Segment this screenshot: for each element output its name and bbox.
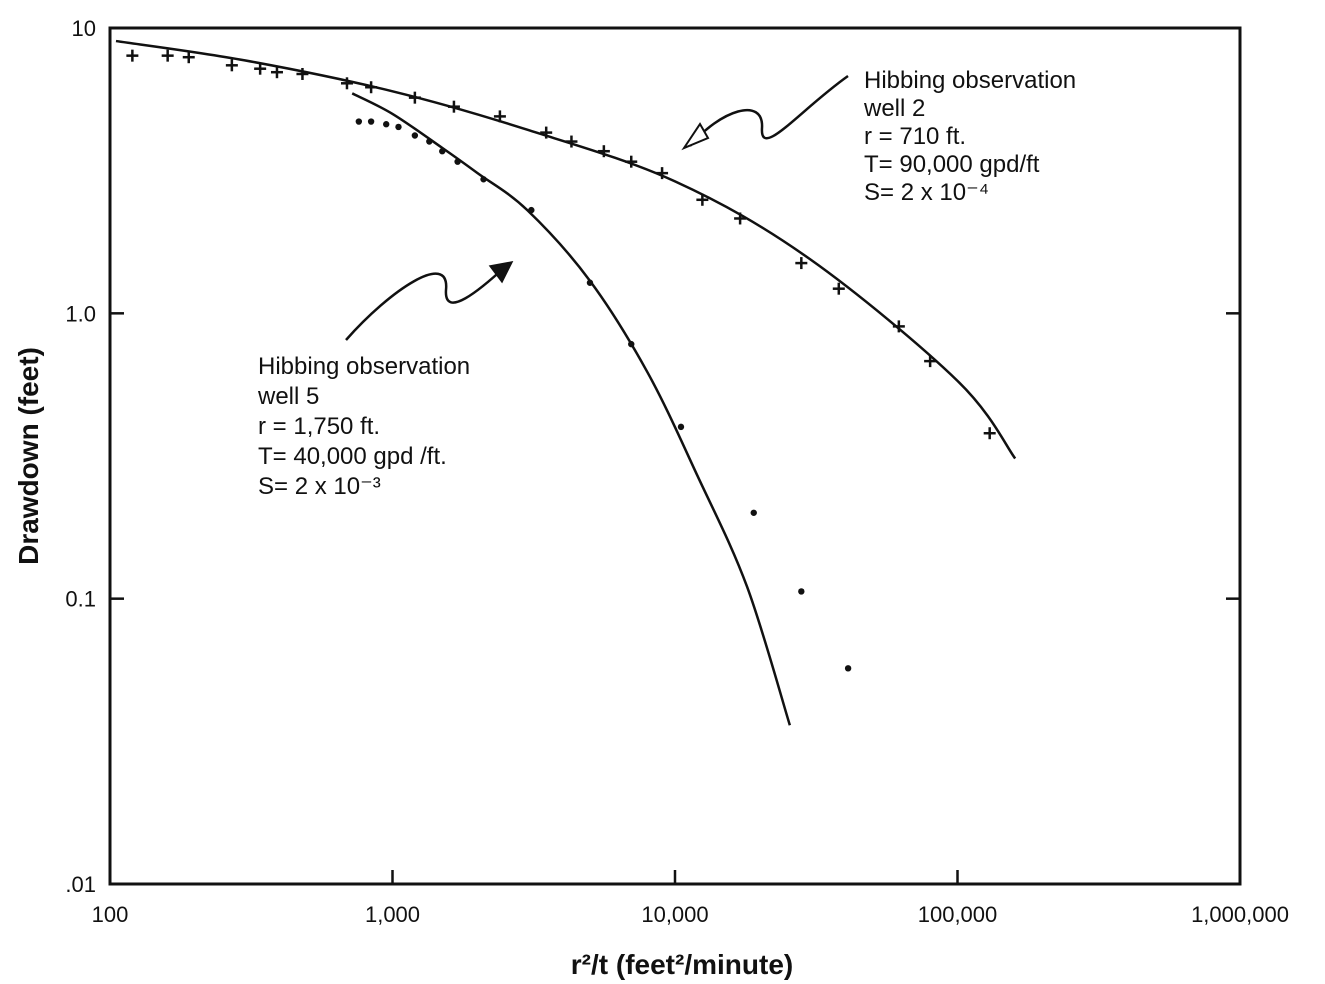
fitted-curves xyxy=(115,39,1017,726)
y-axis-title: Drawdown (feet) xyxy=(13,347,44,565)
well-5-arrow xyxy=(345,265,507,341)
series-1-point xyxy=(182,51,195,64)
well-2-arrow xyxy=(689,74,849,147)
well-2-line-4: T= 90,000 gpd/ft xyxy=(864,151,1040,178)
well-5-line-1: Hibbing observation xyxy=(258,353,470,380)
well-5-annotation: Hibbing observation well 5 r = 1,750 ft.… xyxy=(257,353,477,500)
well-2-arrowhead xyxy=(681,122,710,151)
x-tick-label: 1,000 xyxy=(365,902,420,927)
well-2-line-2: well 2 xyxy=(863,95,925,122)
series-2-point xyxy=(586,279,594,286)
series-1-point xyxy=(832,282,845,295)
series-1-point xyxy=(656,167,669,180)
series-2-point xyxy=(798,588,805,595)
series-1-point xyxy=(625,155,638,168)
well-5-line-4: T= 40,000 gpd /ft. xyxy=(258,443,447,470)
series-1-point xyxy=(493,110,506,123)
series-1-point xyxy=(540,126,553,139)
series-1-point xyxy=(126,49,139,62)
series-1-point xyxy=(795,257,808,270)
series-1-point xyxy=(408,91,421,104)
x-axis-title: r²/t (feet²/minute) xyxy=(571,949,793,980)
y-tick-label: 10 xyxy=(72,16,96,41)
data-points xyxy=(126,49,996,672)
series-1-point xyxy=(161,49,174,62)
series-2-point xyxy=(844,665,852,672)
x-tick-label: 1,000,000 xyxy=(1191,902,1289,927)
well-5-line-5: S= 2 x 10⁻³ xyxy=(258,473,381,500)
y-tick-label: 1.0 xyxy=(65,301,96,326)
well-5-line-3: r = 1,750 ft. xyxy=(258,413,380,440)
series-1-point xyxy=(983,427,996,440)
x-axis-ticks: 100 1,000 10,000 100,000 1,000,000 xyxy=(92,870,1289,927)
y-tick-label: 0.1 xyxy=(65,587,96,612)
series-1-point xyxy=(565,135,578,148)
series-1-point xyxy=(892,320,905,333)
well-2-line-3: r = 710 ft. xyxy=(864,123,966,150)
well-2-line-5: S= 2 x 10⁻⁴ xyxy=(864,179,989,206)
series-1-curve xyxy=(115,39,1017,460)
well-2-annotation: Hibbing observation well 2 r = 710 ft. T… xyxy=(863,67,1083,206)
series-2-point xyxy=(528,206,535,214)
series-1-point xyxy=(225,59,238,72)
series-2-point xyxy=(677,423,685,431)
series-2-curve xyxy=(351,92,792,726)
series-2-point xyxy=(367,118,375,125)
y-axis-ticks: 10 1.0 0.1 .01 xyxy=(65,16,1240,897)
series-2-point xyxy=(480,176,487,183)
series-1-point xyxy=(254,62,267,75)
x-tick-label: 100,000 xyxy=(918,902,998,927)
series-2-point xyxy=(750,509,757,516)
series-1-point xyxy=(597,145,610,158)
series-1-point xyxy=(924,355,937,368)
x-tick-label: 10,000 xyxy=(641,902,708,927)
well-5-arrowhead xyxy=(488,260,514,284)
series-2-point xyxy=(439,148,446,155)
series-2-point xyxy=(454,158,461,165)
series-2-point xyxy=(628,340,635,348)
series-1-point xyxy=(447,100,460,113)
series-2-point xyxy=(426,138,433,145)
series-1-point xyxy=(696,193,709,206)
series-2-point xyxy=(395,123,402,131)
series-1-point xyxy=(365,81,378,94)
series-1-point xyxy=(734,212,747,225)
x-tick-label: 100 xyxy=(92,902,129,927)
y-tick-label: .01 xyxy=(65,872,96,897)
series-2-point xyxy=(411,132,419,139)
series-2-point xyxy=(383,121,390,128)
series-1-point xyxy=(270,66,283,79)
well-2-line-1: Hibbing observation xyxy=(864,67,1076,94)
well-5-line-2: well 5 xyxy=(257,383,319,410)
series-2-point xyxy=(355,118,363,125)
series-1-point xyxy=(340,77,353,90)
series-1-point xyxy=(296,67,309,80)
